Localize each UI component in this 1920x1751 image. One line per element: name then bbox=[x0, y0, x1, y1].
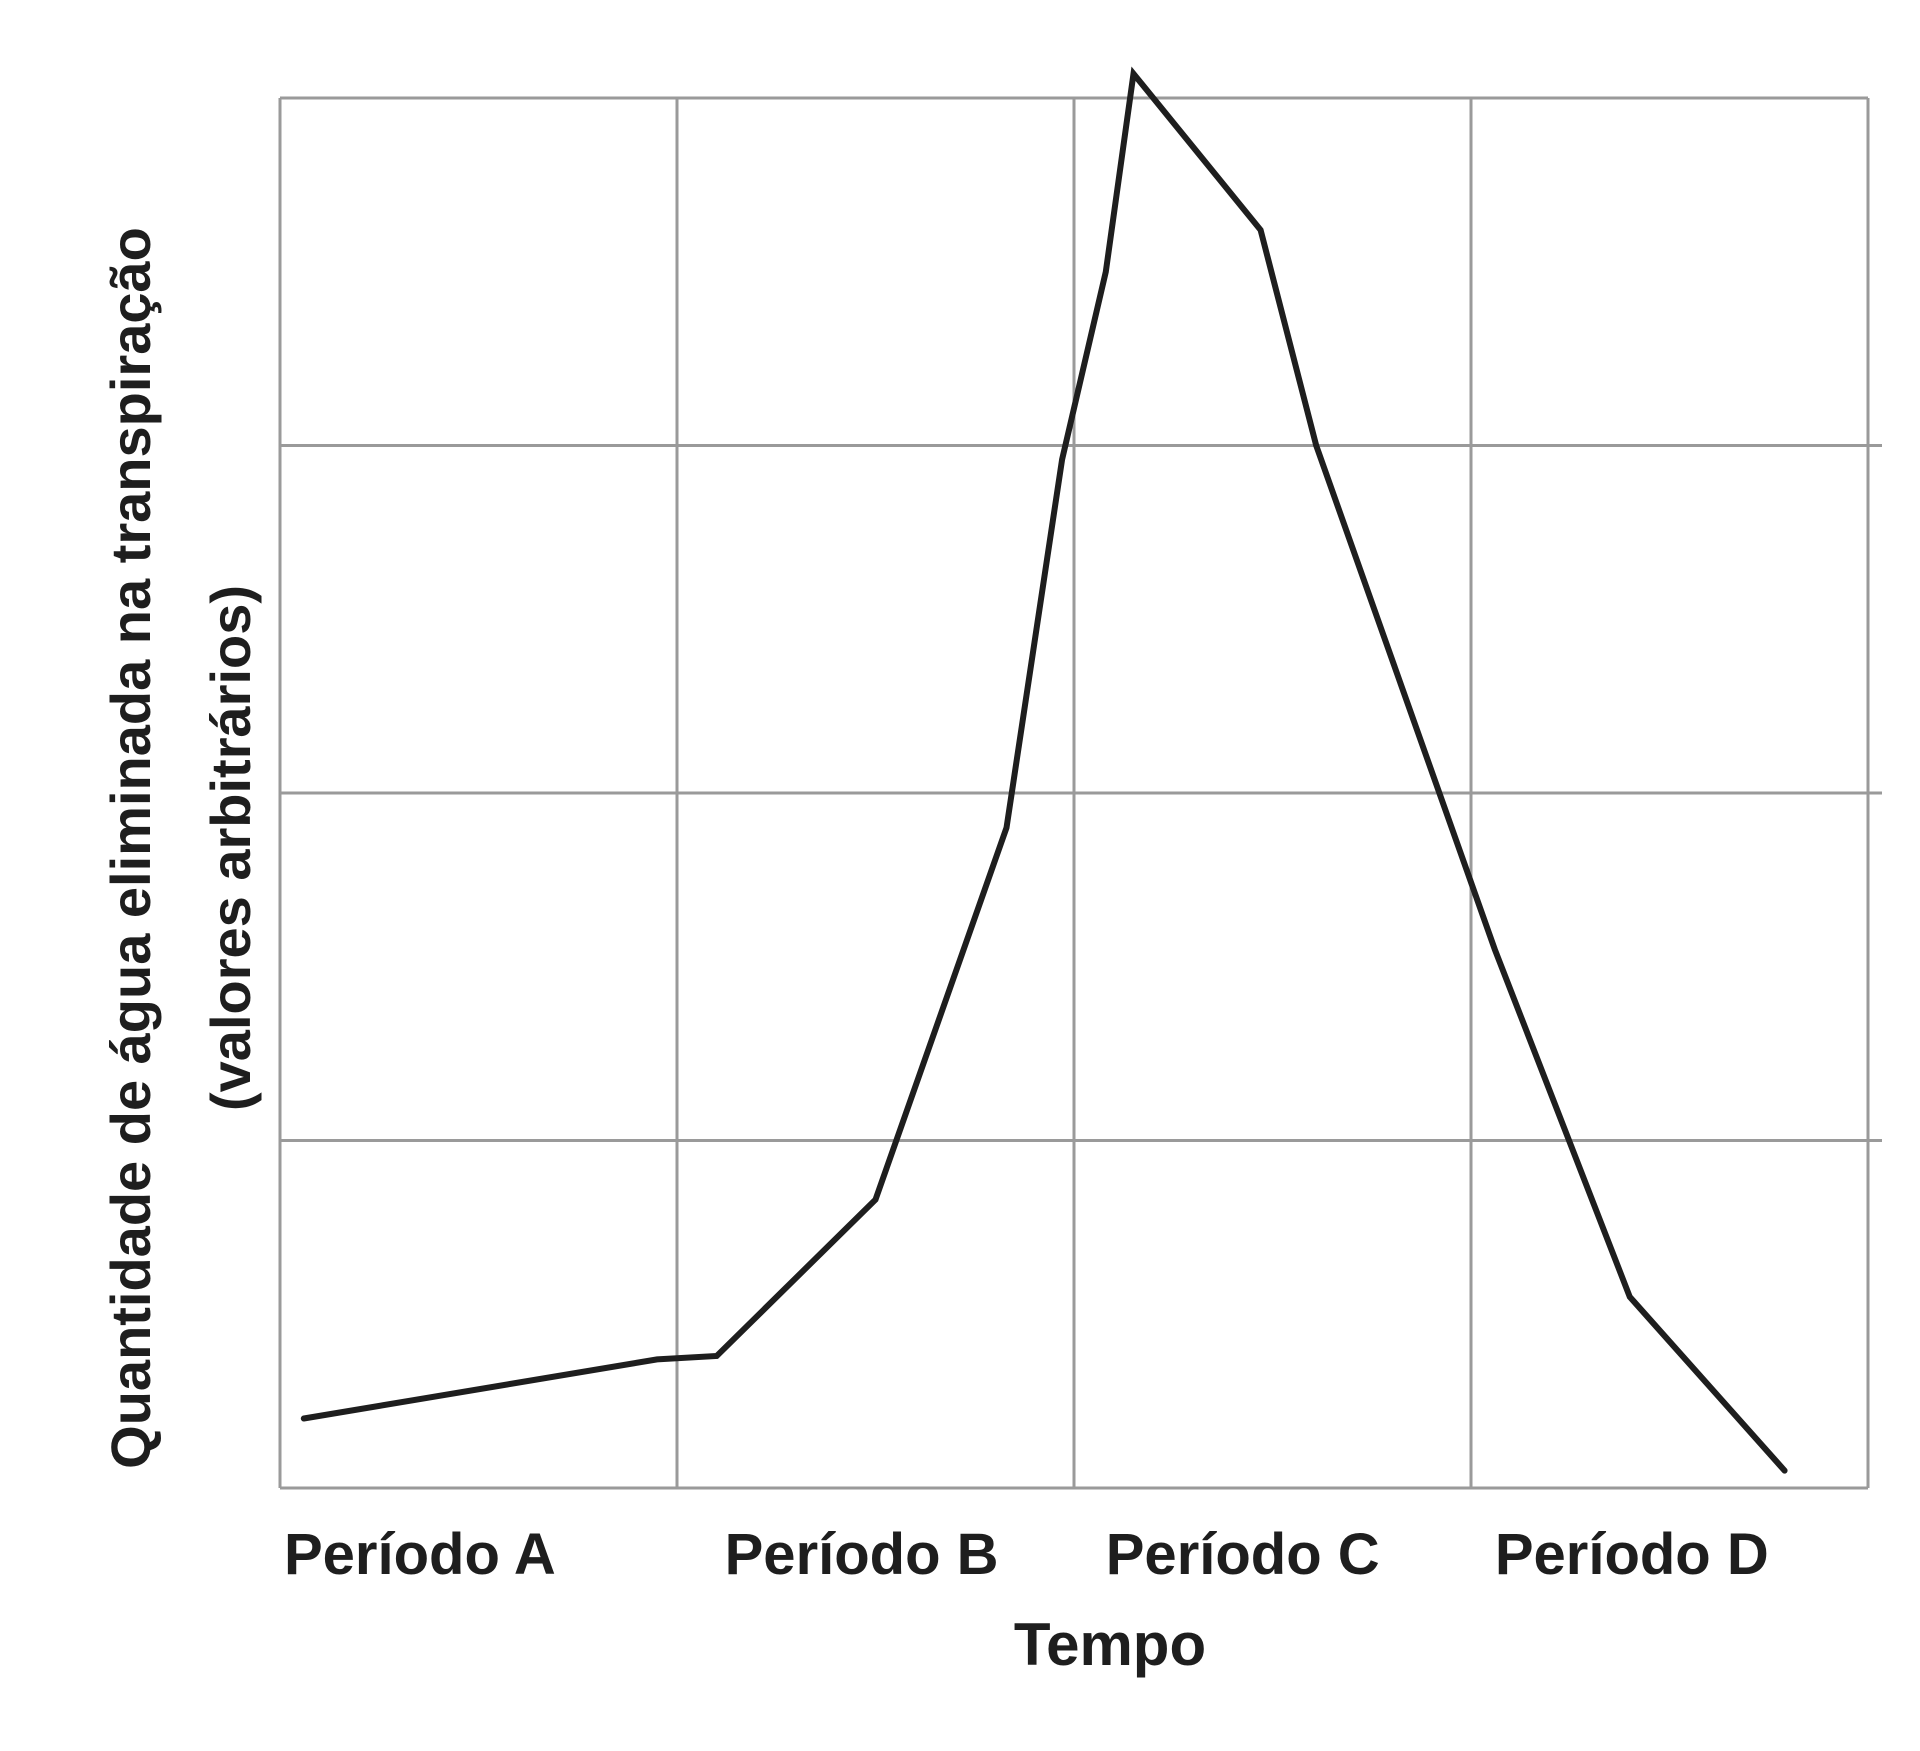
data-point bbox=[1258, 227, 1264, 233]
x-tick-label: Período C bbox=[1106, 1522, 1380, 1587]
x-axis-label: Tempo bbox=[1014, 1611, 1206, 1678]
data-point bbox=[1131, 71, 1137, 77]
x-tick-labels: Período A Período B Período C Período D bbox=[284, 1522, 1769, 1587]
x-tick-label: Período A bbox=[284, 1522, 556, 1587]
series-layer bbox=[300, 66, 1788, 1474]
data-point bbox=[1059, 456, 1065, 462]
data-point bbox=[1492, 946, 1498, 952]
data-point bbox=[1004, 825, 1010, 831]
data-point bbox=[1627, 1294, 1633, 1300]
data-point bbox=[1782, 1468, 1788, 1474]
y-axis-label: Quantidade de água eliminada na transpir… bbox=[99, 227, 162, 1469]
x-tick-label: Período B bbox=[725, 1522, 999, 1587]
data-point bbox=[873, 1197, 878, 1203]
grid bbox=[278, 96, 1882, 1490]
data-point bbox=[301, 1416, 307, 1421]
data-point bbox=[654, 1356, 660, 1362]
data-point bbox=[1103, 269, 1109, 275]
data-point bbox=[714, 1353, 720, 1359]
x-tick-label: Período D bbox=[1495, 1522, 1769, 1587]
y-axis-label-units: (valores arbitrários) bbox=[199, 585, 262, 1111]
data-point bbox=[1313, 443, 1319, 448]
series-line bbox=[300, 66, 1788, 1474]
